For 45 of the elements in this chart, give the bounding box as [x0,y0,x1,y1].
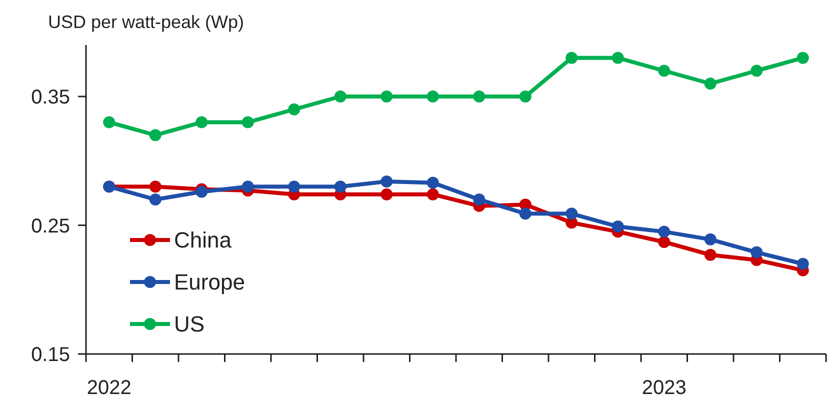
point [566,208,578,220]
y-tick-label: 0.25 [31,215,70,238]
point [380,90,393,102]
point [288,103,300,116]
y-tick-label: 0.35 [31,86,70,108]
x-tick-label: 2022 [86,377,132,399]
point [473,90,486,102]
point [334,180,346,193]
point [566,52,578,64]
point [334,90,346,102]
point [242,116,254,128]
point [612,220,624,233]
point [426,188,439,200]
point [750,64,763,77]
point [149,194,162,206]
y-tick-label: 0.15 [31,344,70,366]
point [796,258,809,270]
point [519,90,532,102]
point [196,186,208,198]
point [704,78,716,90]
point [612,52,624,64]
point [519,208,532,220]
x-tick-label: 2023 [642,377,686,399]
legend-label: China [174,228,232,253]
point [149,129,162,142]
point [426,176,439,189]
point [750,246,763,258]
point [473,194,486,206]
point [704,233,716,246]
point [242,180,254,193]
point [704,248,716,261]
y-axis-title: USD per watt-peak (Wp) [48,12,244,32]
legend-label: US [174,312,205,337]
point [658,64,670,77]
point [658,236,670,248]
point [196,116,208,128]
point [380,188,393,200]
point [796,52,809,64]
point [288,180,300,193]
point [380,175,393,188]
point [149,180,162,193]
point [103,116,116,128]
point [426,90,439,102]
legend-label: Europe [174,270,245,295]
point [658,226,670,238]
